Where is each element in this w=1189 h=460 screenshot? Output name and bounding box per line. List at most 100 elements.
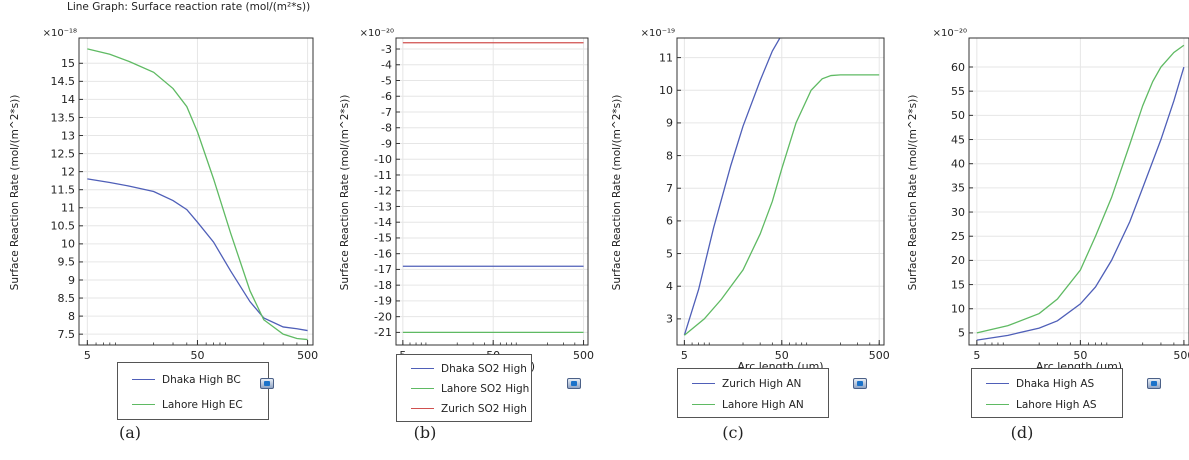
y-axis-label: Surface Reaction Rate (mol/(m^2*s)): [9, 95, 21, 291]
y-tick-label: 8: [666, 149, 673, 162]
legend-label: Dhaka High AS: [1016, 376, 1094, 392]
legend-label: Lahore High EC: [162, 397, 243, 413]
chart-panel-b: -21 -20 -19 -18 -17 -16 -15 -14 -13 -12 -11 -10 -9 -8…: [339, 28, 594, 373]
y-tick-label: 7.5: [58, 328, 76, 341]
y-tick-label: 12.5: [51, 147, 76, 160]
x-tick-label: 500: [297, 349, 318, 362]
y-tick-label: -10: [374, 153, 392, 166]
x-tick-label: 5: [84, 349, 91, 362]
legend-toggle-icon[interactable]: [567, 378, 581, 389]
x-tick-label: 500: [1173, 349, 1189, 362]
y-tick-label: 6: [666, 215, 673, 228]
y-tick-label: 50: [951, 109, 965, 122]
x-tick-label: 5: [973, 349, 980, 362]
y-tick-label: -18: [374, 279, 392, 292]
y-tick-label: 3: [666, 313, 673, 326]
y-tick-label: 12: [61, 165, 75, 178]
plot-area-frame: [396, 38, 588, 345]
y-tick-label: 11: [659, 51, 673, 64]
y-axis-label: Surface Reaction Rate (mol/(m^2*s)): [339, 95, 351, 291]
y-tick-label: -21: [374, 326, 392, 339]
legend-label: Zurich SO2 High: [441, 401, 527, 417]
legend-swatch: [411, 388, 434, 389]
y-tick-label: -17: [374, 263, 392, 276]
legend-toggle-icon[interactable]: [853, 378, 867, 389]
legend-label: Lahore High AS: [1016, 397, 1097, 413]
x-tick-label: 500: [573, 349, 594, 362]
y-tick-label: -11: [374, 169, 392, 182]
legend-label: Dhaka SO2 High: [441, 361, 527, 377]
legend-item: Zurich SO2 High: [397, 401, 531, 417]
y-tick-label: 9.5: [58, 256, 76, 269]
plot-area-frame: [677, 38, 884, 345]
legend: Dhaka SO2 High Lahore SO2 High Zurich SO2 …: [396, 354, 532, 422]
y-tick-label: 40: [951, 158, 965, 171]
axis-exponent-label: ×10⁻²⁰: [933, 28, 967, 39]
legend-swatch: [411, 368, 434, 369]
chart-panel-d: 51015202530354045505560550500Arc length …: [907, 28, 1189, 373]
axis-exponent-label: ×10⁻²⁰: [360, 28, 394, 39]
plot-area-frame: [79, 38, 313, 345]
legend-swatch: [132, 379, 155, 380]
legend-toggle-icon[interactable]: [1147, 378, 1161, 389]
y-tick-label: -6: [381, 90, 392, 103]
y-tick-label: 13: [61, 129, 75, 142]
y-axis-label: Surface Reaction Rate (mol/(m^2*s)): [907, 95, 919, 291]
y-tick-label: 14.5: [51, 75, 76, 88]
legend-swatch: [986, 383, 1009, 384]
y-tick-label: 45: [951, 133, 965, 146]
y-tick-label: 8.5: [58, 292, 76, 305]
x-tick-label: 5: [681, 349, 688, 362]
legend-item: Lahore SO2 High: [397, 381, 531, 397]
y-tick-label: 10.5: [51, 220, 76, 233]
y-tick-label: 15: [61, 57, 75, 70]
panel-caption: (b): [385, 423, 465, 442]
y-tick-label: -12: [374, 185, 392, 198]
legend-swatch: [986, 404, 1009, 405]
y-tick-label: 8: [68, 310, 75, 323]
y-tick-label: -13: [374, 200, 392, 213]
legend-label: Lahore SO2 High: [441, 381, 529, 397]
x-tick-label: 500: [869, 349, 890, 362]
axis-exponent-label: ×10⁻¹⁸: [43, 28, 77, 39]
chart-panel-a: 7.5 8 8.5 9 9.5 10 10.5 11 11.5 12 12.5 13 13.5 14 14.…: [9, 28, 318, 373]
y-tick-label: 7: [666, 182, 673, 195]
legend-item: Dhaka High BC: [118, 372, 268, 388]
legend-item: Lahore High AN: [678, 397, 828, 413]
legend-label: Dhaka High BC: [162, 372, 241, 388]
y-tick-label: 4: [666, 280, 673, 293]
y-tick-label: 13.5: [51, 111, 76, 124]
y-tick-label: -19: [374, 295, 392, 308]
y-tick-label: -4: [381, 59, 392, 72]
legend-item: Dhaka SO2 High: [397, 361, 531, 377]
legend-item: Lahore High AS: [972, 397, 1122, 413]
y-tick-label: 11: [61, 202, 75, 215]
legend-label: Lahore High AN: [722, 397, 804, 413]
y-tick-label: -5: [381, 74, 392, 87]
y-tick-label: 55: [951, 85, 965, 98]
y-axis-label: Surface Reaction Rate (mol/(m^2*s)): [611, 95, 623, 291]
y-tick-label: -9: [381, 137, 392, 150]
y-tick-label: 5: [666, 247, 673, 260]
legend-toggle-icon[interactable]: [260, 378, 274, 389]
legend-swatch: [692, 404, 715, 405]
y-tick-label: 20: [951, 254, 965, 267]
y-tick-label: 25: [951, 230, 965, 243]
y-tick-label: 30: [951, 206, 965, 219]
legend: Dhaka High AS Lahore High AS: [971, 368, 1123, 418]
y-tick-label: -15: [374, 232, 392, 245]
y-tick-label: 10: [659, 84, 673, 97]
legend: Zurich High AN Lahore High AN: [677, 368, 829, 418]
axis-exponent-label: ×10⁻¹⁹: [641, 28, 675, 39]
y-tick-label: 15: [951, 278, 965, 291]
y-tick-label: -7: [381, 106, 392, 119]
panel-caption: (d): [982, 423, 1062, 442]
y-tick-label: 10: [61, 238, 75, 251]
legend-item: Zurich High AN: [678, 376, 828, 392]
y-tick-label: -3: [381, 43, 392, 56]
y-tick-label: -16: [374, 247, 392, 260]
legend-swatch: [411, 408, 434, 409]
y-tick-label: -8: [381, 122, 392, 135]
y-tick-label: 9: [68, 274, 75, 287]
